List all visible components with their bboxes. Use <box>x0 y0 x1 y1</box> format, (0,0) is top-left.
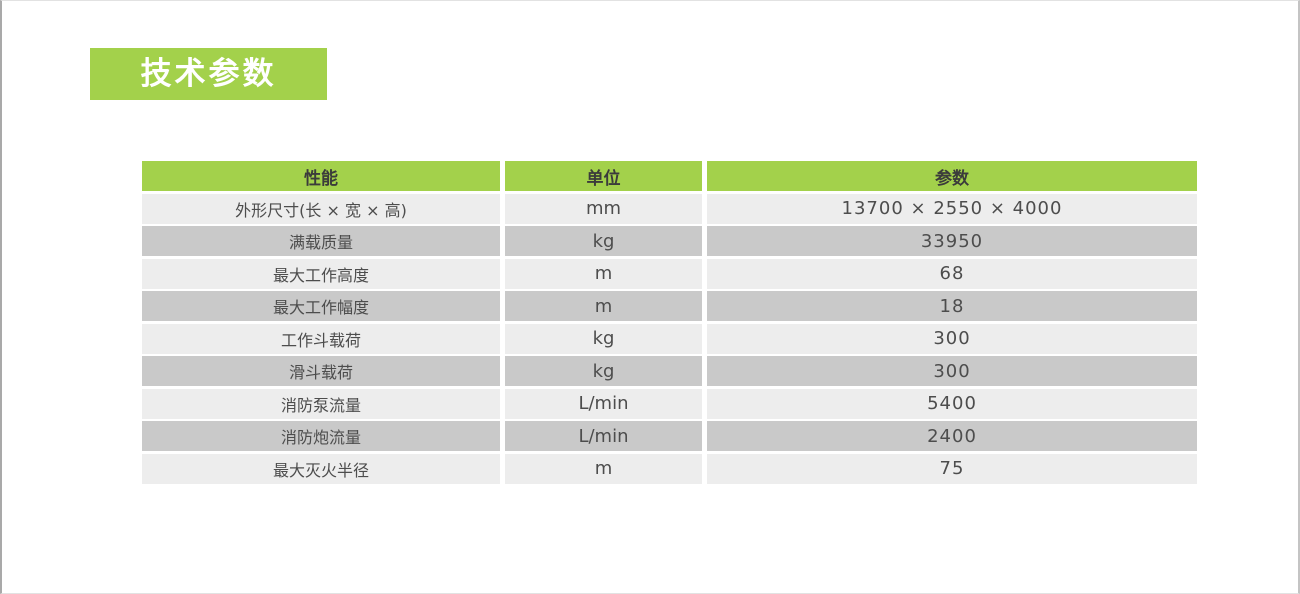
table-cell-value: 75 <box>707 453 1197 484</box>
table-cell-label: 外形尺寸(长 × 宽 × 高) <box>142 193 500 224</box>
section-title: 技术参数 <box>140 55 277 92</box>
table-cell-label: 满载质量 <box>142 226 500 256</box>
table-cell-label: 消防泵流量 <box>142 388 500 419</box>
table-cell-value: 18 <box>707 291 1197 321</box>
table-cell-value: 300 <box>707 356 1197 386</box>
table-cell-value: 300 <box>707 323 1197 354</box>
section-title-badge: 技术参数 <box>90 48 327 100</box>
column-header-parameter: 参数 <box>707 161 1197 191</box>
table-cell-unit: mm <box>505 193 702 224</box>
table-cell-value: 68 <box>707 258 1197 289</box>
table-cell-unit: kg <box>505 226 702 256</box>
table-cell-unit: m <box>505 291 702 321</box>
table-cell-unit: L/min <box>505 388 702 419</box>
table-cell-unit: kg <box>505 323 702 354</box>
table-cell-value: 5400 <box>707 388 1197 419</box>
table-cell-unit: m <box>505 258 702 289</box>
table-cell-label: 消防炮流量 <box>142 421 500 451</box>
table-cell-label: 滑斗载荷 <box>142 356 500 386</box>
table-cell-unit: kg <box>505 356 702 386</box>
table-cell-value: 33950 <box>707 226 1197 256</box>
table-cell-unit: L/min <box>505 421 702 451</box>
table-cell-label: 最大工作幅度 <box>142 291 500 321</box>
table-cell-value: 2400 <box>707 421 1197 451</box>
table-cell-label: 最大工作高度 <box>142 258 500 289</box>
table-cell-label: 工作斗载荷 <box>142 323 500 354</box>
column-header-performance: 性能 <box>142 161 500 191</box>
column-header-unit: 单位 <box>505 161 702 191</box>
spec-table: 性能 单位 参数 外形尺寸(长 × 宽 × 高) mm 13700 × 2550… <box>142 161 1198 484</box>
table-cell-value: 13700 × 2550 × 4000 <box>707 193 1197 224</box>
table-cell-unit: m <box>505 453 702 484</box>
table-cell-label: 最大灭火半径 <box>142 453 500 484</box>
